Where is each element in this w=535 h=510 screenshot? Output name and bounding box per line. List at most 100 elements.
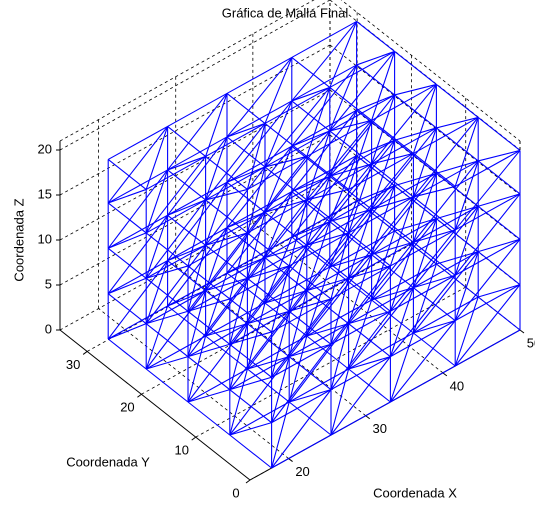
mesh-edge [395, 51, 437, 84]
mesh-edge [108, 126, 167, 159]
mesh-edge [455, 150, 520, 229]
mesh-edge [413, 252, 478, 333]
y-axis-label: Coordenada Y [66, 454, 150, 469]
mesh-edge [146, 369, 188, 402]
mesh-edge [272, 390, 331, 468]
mesh-edge [168, 93, 227, 169]
mesh-edge [230, 390, 272, 423]
mesh-edge [292, 110, 357, 146]
mesh-edge [168, 137, 227, 170]
y-tick-label: 10 [174, 443, 188, 458]
z-tick-label: 0 [45, 321, 52, 336]
mesh-edge [436, 252, 478, 264]
y-tick-label: 30 [66, 357, 80, 372]
mesh-edge [455, 239, 520, 320]
x-tick-label: 30 [372, 421, 386, 436]
mesh-edge [413, 161, 478, 242]
mesh-edge [230, 344, 272, 377]
mesh-edge [292, 156, 357, 192]
x-tick-label: 50 [527, 335, 535, 350]
mesh-edge [372, 128, 437, 209]
mesh-edge [478, 161, 520, 194]
z-axis-label: Coordenada Z [11, 198, 26, 281]
mesh-edge [478, 252, 520, 285]
x-tick [443, 373, 447, 376]
mesh-edge [372, 153, 414, 163]
mesh-edge [230, 402, 289, 435]
z-tick-label: 5 [45, 276, 52, 291]
mesh-edge [146, 357, 188, 369]
grid-line [60, 45, 330, 195]
mesh-edge [230, 435, 272, 468]
chart-title: Gráfica de Malla Final [222, 5, 349, 20]
box-edge [60, 0, 330, 141]
mesh-edge [436, 206, 478, 218]
mesh-edge [413, 186, 455, 196]
mesh-edge [436, 128, 478, 161]
mesh-edge [413, 321, 455, 333]
x-tick [289, 459, 293, 462]
mesh-edge [206, 123, 265, 156]
mesh-edge [478, 239, 520, 251]
z-tick-label: 20 [38, 141, 52, 156]
grid-line [60, 90, 330, 240]
mesh-edge [478, 285, 520, 297]
mesh-edge [478, 194, 520, 206]
mesh-edge [289, 369, 348, 402]
mesh-edge [478, 206, 520, 239]
mesh-edge [349, 288, 414, 369]
mesh-edge [168, 93, 227, 126]
mesh-edge [436, 84, 478, 117]
z-tick-label: 15 [38, 186, 52, 201]
mesh-edge [455, 194, 520, 275]
y-tick [137, 394, 141, 397]
mesh-edge [307, 209, 372, 290]
x-tick-label: 40 [450, 378, 464, 393]
mesh-edge [292, 65, 357, 101]
y-tick [246, 480, 250, 483]
mesh-edge [372, 242, 414, 254]
mesh-edge [108, 126, 167, 202]
mesh-edge [413, 333, 455, 366]
mesh-edge [108, 339, 146, 369]
mesh-edge [227, 146, 292, 182]
mesh-edge [227, 192, 292, 228]
mesh-edge [265, 258, 307, 291]
mesh-edge [390, 321, 455, 402]
mesh-edge [372, 84, 437, 163]
mesh-edge [247, 123, 265, 189]
grid-line [60, 0, 330, 150]
mesh-edge [247, 324, 289, 357]
mesh-edge [478, 117, 520, 150]
z-tick-label: 10 [38, 231, 52, 246]
mesh-edge [413, 275, 455, 287]
y-tick [192, 437, 196, 440]
mesh-edge [390, 275, 455, 356]
mesh-edge [108, 294, 146, 324]
mesh-edge [395, 84, 437, 94]
mesh-edge [108, 248, 146, 278]
mesh-edge [357, 21, 395, 51]
mesh-edge [289, 357, 331, 390]
mesh-edge [413, 117, 478, 196]
y-tick-label: 20 [120, 400, 134, 415]
mesh-edge [292, 21, 357, 57]
mesh-edge [349, 369, 391, 402]
mesh-edge [227, 57, 292, 93]
mesh-edge [188, 357, 230, 390]
mesh-edge [230, 423, 272, 435]
mesh-edge [247, 369, 289, 402]
mesh-edge [478, 150, 520, 160]
chart: Gráfica de Malla Final Coordenada X Coor… [0, 0, 535, 510]
x-tick-label: 20 [295, 464, 309, 479]
mesh-edge [436, 117, 478, 127]
mesh-edge [168, 170, 206, 200]
y-tick [83, 351, 87, 354]
mesh-edge [108, 203, 146, 233]
y-tick-label: 0 [232, 485, 239, 500]
mesh-edge [330, 255, 372, 267]
mesh-edge [372, 288, 414, 300]
mesh-edge [478, 297, 520, 330]
mesh-edge [395, 128, 437, 140]
mesh-edge [289, 402, 331, 435]
